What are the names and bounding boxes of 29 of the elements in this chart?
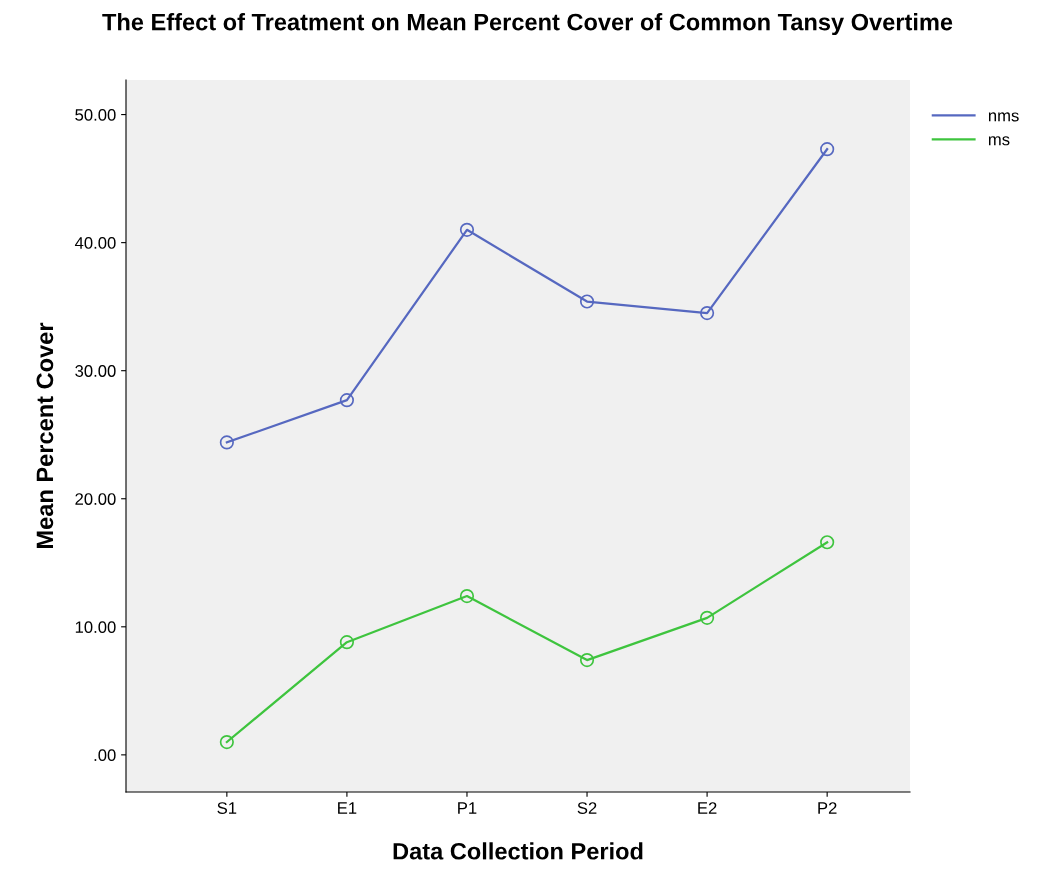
point <box>219 435 234 450</box>
point <box>579 653 595 668</box>
chart-title: The Effect of Treatment on Mean Percent Cover of Common Tansy Overtime <box>102 13 953 36</box>
y-tick-label: 20.00 <box>75 493 116 505</box>
y-tick-label: 40.00 <box>74 237 116 249</box>
point <box>459 588 475 604</box>
point <box>700 610 715 625</box>
point <box>219 734 234 750</box>
x-tick-label: P1 <box>458 802 477 814</box>
point <box>820 535 835 550</box>
point <box>339 635 354 650</box>
point <box>700 305 715 321</box>
x-tick-label: P2 <box>818 802 837 814</box>
legend-label: ms <box>988 136 1010 146</box>
y-tick-label: 10.00 <box>75 621 116 634</box>
x-axis-title: Data Collection Period <box>393 842 643 860</box>
point <box>579 294 595 309</box>
x-tick-label: S2 <box>577 802 597 814</box>
y-tick-label: .00 <box>94 749 116 762</box>
point <box>820 142 835 157</box>
point <box>339 393 354 408</box>
x-tick-label: E1 <box>338 802 357 814</box>
y-tick-label: 30.00 <box>75 365 116 377</box>
y-axis-title: Mean Percent Cover <box>36 322 54 548</box>
y-tick-label: 50.00 <box>75 108 116 121</box>
x-tick-label: S1 <box>217 802 237 814</box>
legend-label: nms <box>988 112 1019 122</box>
point <box>459 222 475 237</box>
x-tick-label: E2 <box>698 802 717 814</box>
